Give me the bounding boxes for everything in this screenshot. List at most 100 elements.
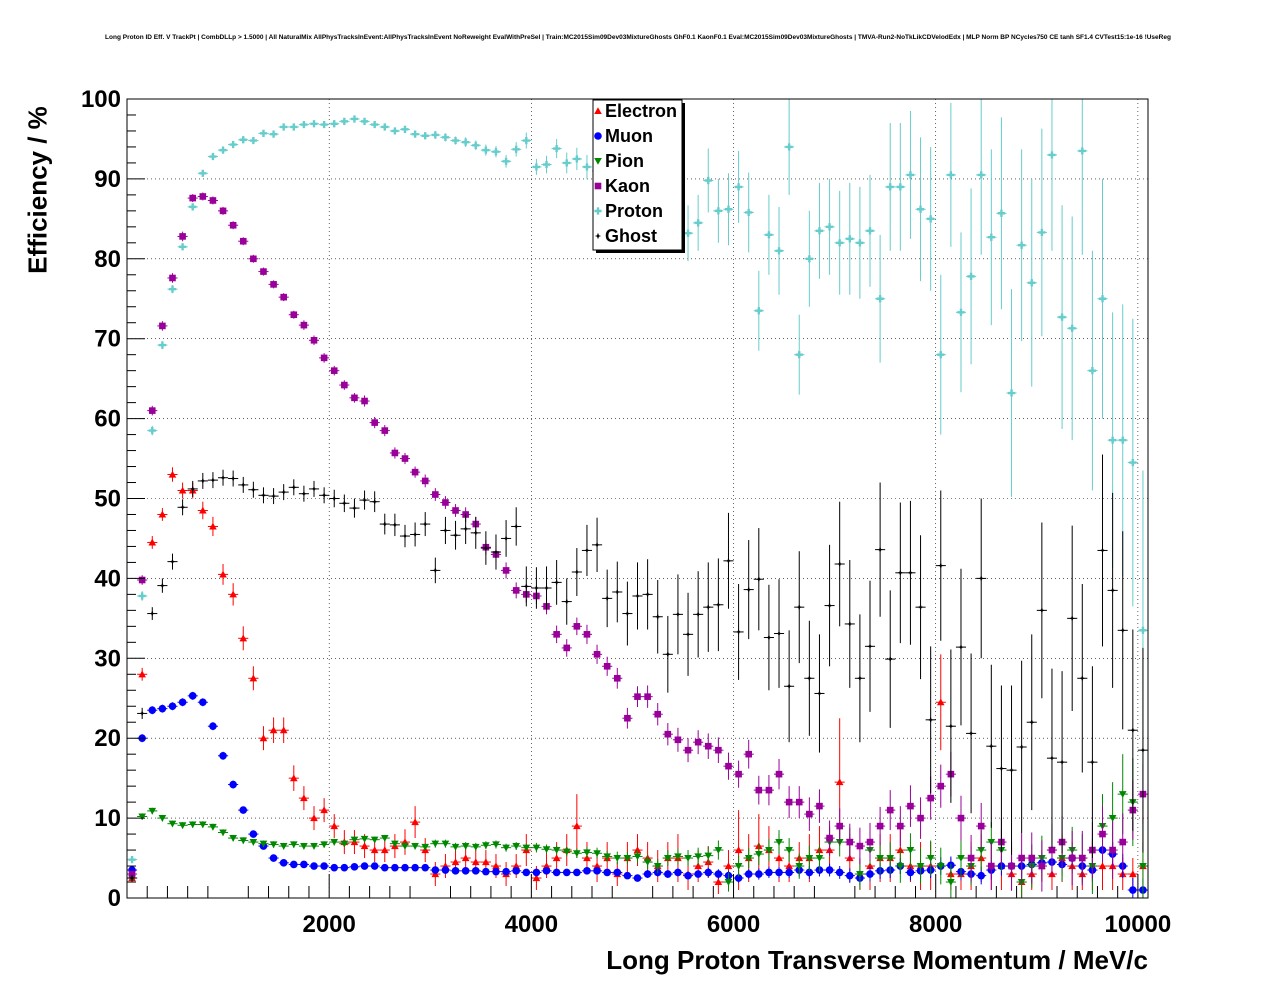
data-point-pion <box>512 843 520 850</box>
data-point-proton <box>583 163 591 171</box>
data-point-ghost <box>502 535 510 542</box>
data-point-proton <box>280 123 288 131</box>
data-point-muon <box>148 706 157 715</box>
data-point-proton <box>714 207 722 215</box>
data-point-pion <box>734 863 743 870</box>
data-point-pion <box>411 843 419 850</box>
data-point-kaon <box>826 834 833 842</box>
data-point-electron <box>936 698 945 706</box>
data-point-electron <box>835 778 844 786</box>
data-point-ghost <box>644 591 651 598</box>
data-point-ghost <box>209 476 217 484</box>
data-point-electron <box>310 814 318 822</box>
data-point-muon <box>674 868 682 877</box>
data-point-ghost <box>260 492 267 499</box>
data-point-muon <box>785 868 793 877</box>
data-point-ghost <box>553 579 560 586</box>
data-point-ghost <box>240 481 247 489</box>
data-point-muon <box>199 698 207 707</box>
data-point-kaon <box>654 710 662 718</box>
data-point-kaon <box>644 693 651 700</box>
data-point-muon <box>664 870 672 878</box>
data-point-kaon <box>856 842 864 850</box>
data-point-proton <box>694 219 702 227</box>
data-point-kaon <box>1099 830 1106 838</box>
data-point-pion <box>1108 815 1117 822</box>
data-point-ghost <box>320 492 328 499</box>
data-point-pion <box>209 823 217 831</box>
data-point-ghost <box>603 595 611 602</box>
data-point-muon <box>471 867 480 875</box>
data-point-ghost <box>331 495 338 502</box>
data-point-muon <box>866 870 874 878</box>
data-point-pion <box>199 821 207 829</box>
data-point-ghost <box>836 560 843 568</box>
data-point-pion <box>502 844 510 852</box>
data-point-proton <box>1109 436 1117 444</box>
data-point-ghost <box>583 547 591 554</box>
data-point-pion <box>977 847 986 854</box>
data-point-pion <box>1139 863 1147 870</box>
data-point-ghost <box>614 588 621 596</box>
data-point-pion <box>785 847 793 854</box>
data-point-ghost <box>573 568 581 576</box>
data-point-kaon <box>836 822 843 830</box>
data-point-electron <box>482 858 490 866</box>
data-point-kaon <box>341 381 348 389</box>
data-point-kaon <box>199 193 207 200</box>
data-point-ghost <box>967 730 975 737</box>
data-point-ghost <box>300 490 308 497</box>
data-point-proton <box>795 351 803 359</box>
data-point-muon <box>300 860 308 869</box>
data-point-pion <box>744 855 753 862</box>
y-tick-label: 100 <box>81 86 121 113</box>
data-point-ghost <box>523 583 530 590</box>
data-point-kaon <box>512 587 520 594</box>
data-point-kaon <box>583 631 591 638</box>
legend-label-ghost: Ghost <box>605 226 657 246</box>
data-point-ghost <box>199 477 207 485</box>
data-point-muon <box>411 863 419 872</box>
data-point-ghost <box>422 520 429 528</box>
data-point-proton <box>462 138 470 146</box>
data-point-pion <box>906 847 915 854</box>
data-point-pion <box>936 863 945 870</box>
data-point-ghost <box>1079 675 1086 682</box>
data-point-kaon <box>806 810 813 818</box>
data-point-ghost <box>684 631 692 638</box>
data-point-kaon <box>300 321 308 329</box>
data-point-ghost <box>381 520 388 528</box>
data-point-pion <box>674 853 682 861</box>
data-point-kaon <box>381 427 389 434</box>
data-point-pion <box>259 840 268 848</box>
data-point-ghost <box>189 485 196 493</box>
data-point-proton <box>684 229 692 237</box>
data-point-pion <box>300 843 308 850</box>
data-point-pion <box>492 841 500 849</box>
y-tick-label: 30 <box>94 645 121 672</box>
series-kaon <box>127 192 1148 892</box>
data-point-pion <box>340 840 349 848</box>
data-point-ghost <box>664 651 672 658</box>
data-point-kaon <box>1018 854 1025 862</box>
data-point-muon <box>320 862 328 870</box>
data-point-electron <box>370 846 379 854</box>
data-point-ghost <box>745 586 752 593</box>
data-point-kaon <box>1048 846 1056 854</box>
data-point-muon <box>461 867 470 875</box>
data-point-proton <box>937 351 945 359</box>
data-point-ghost <box>765 634 773 641</box>
data-point-proton <box>704 176 712 185</box>
y-tick-label: 40 <box>94 565 121 592</box>
data-point-ghost <box>138 710 146 717</box>
data-point-proton <box>178 243 187 251</box>
data-point-proton <box>512 145 520 153</box>
data-point-pion <box>765 847 773 854</box>
data-point-ghost <box>674 611 682 618</box>
data-point-ghost <box>341 500 348 507</box>
data-point-proton <box>189 203 197 211</box>
data-point-electron <box>199 506 207 514</box>
data-point-proton <box>290 123 298 131</box>
data-point-muon <box>613 868 622 877</box>
y-tick-label: 20 <box>94 725 121 752</box>
